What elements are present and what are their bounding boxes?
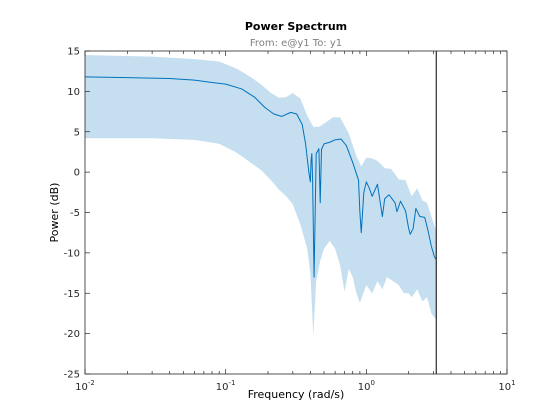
x-tick-label: 10-1 (216, 379, 236, 393)
x-tick-label: 10-2 (75, 379, 95, 393)
y-tick-label: 5 (74, 127, 80, 138)
y-tick-label: 10 (67, 87, 80, 98)
power-spectrum-line (84, 76, 437, 278)
power-line-layer (84, 76, 437, 278)
x-axis-label: Frequency (rad/s) (248, 388, 345, 401)
confidence-band-layer (85, 55, 437, 337)
y-tick-label: -15 (64, 289, 80, 300)
x-tick-exponent: 0 (370, 379, 374, 387)
y-tick-label: -25 (64, 370, 80, 381)
y-tick-label: 15 (67, 47, 80, 58)
chart-title: Power Spectrum (245, 20, 347, 33)
x-tick-label: 101 (498, 379, 515, 393)
y-tick-label: -20 (64, 329, 80, 340)
x-tick-exponent: -1 (229, 379, 236, 387)
y-tick-label: -5 (70, 208, 80, 219)
confidence-band (85, 55, 437, 337)
x-tick-exponent: 1 (511, 379, 515, 387)
y-tick-label: -10 (64, 248, 80, 259)
y-axis-label: Power (dB) (48, 183, 61, 243)
y-tick-label: 0 (74, 168, 80, 179)
y-axis-ticks: 15 10 5 0 -5 -10 -15 -20 -25 (64, 47, 507, 381)
x-tick-exponent: -2 (88, 379, 95, 387)
x-tick-label: 100 (358, 379, 375, 393)
chart-subtitle: From: e@y1 To: y1 (250, 38, 342, 49)
